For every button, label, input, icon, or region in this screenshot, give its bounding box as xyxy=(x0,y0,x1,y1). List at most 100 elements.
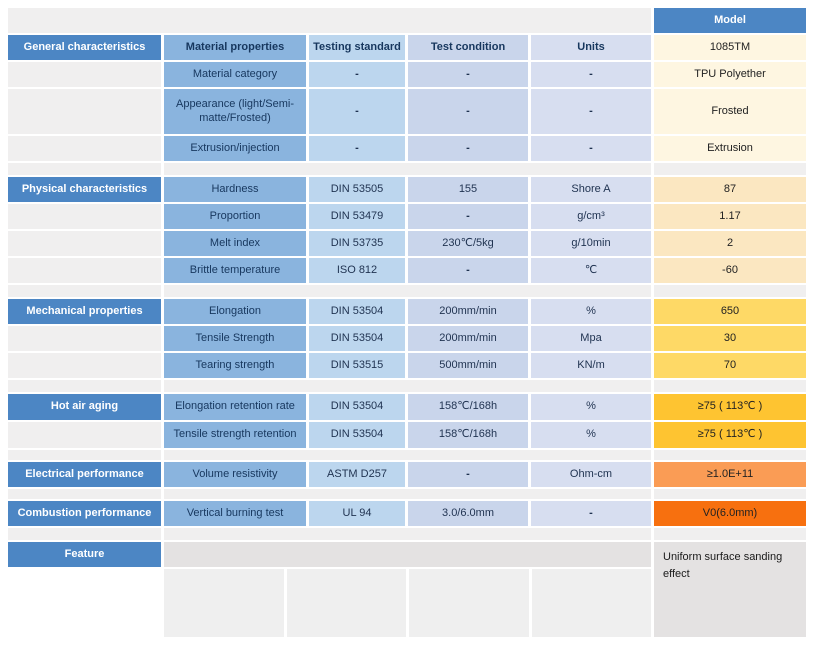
cell-standard: DIN 53479 xyxy=(309,204,405,229)
cell-property: Hardness xyxy=(164,177,306,202)
gap-cell xyxy=(8,163,161,175)
gap-cell xyxy=(8,528,161,540)
cell-standard: DIN 53735 xyxy=(309,231,405,256)
cell-category-empty xyxy=(8,326,161,351)
gap-cell xyxy=(654,380,806,392)
cell-standard: DIN 53504 xyxy=(309,394,405,420)
gap-cell xyxy=(8,489,161,499)
cell-condition: 500mm/min xyxy=(408,353,528,378)
cell-property: Brittle temperature xyxy=(164,258,306,283)
cell-standard: - xyxy=(309,136,405,161)
table-body: Material category - - - TPU Polyether Appeara… xyxy=(8,62,815,540)
cell-units: - xyxy=(531,136,651,161)
cell-units: KN/m xyxy=(531,353,651,378)
cell-condition: 158℃/168h xyxy=(408,422,528,448)
feature-label-column: Feature xyxy=(8,542,161,637)
section-gap-row xyxy=(8,489,815,499)
cell-standard: UL 94 xyxy=(309,501,405,526)
cell-units: ℃ xyxy=(531,258,651,283)
cell-category-empty xyxy=(8,422,161,448)
cell-units: % xyxy=(531,422,651,448)
table-row: Proportion DIN 53479- g/cm³ 1.17 xyxy=(8,204,815,229)
cell-category-empty xyxy=(8,62,161,87)
cell-condition: 200mm/min xyxy=(408,326,528,351)
cell-property: Tearing strength xyxy=(164,353,306,378)
cell-condition: 200mm/min xyxy=(408,299,528,324)
cell-model-value: 650 xyxy=(654,299,806,324)
feature-gray-strip xyxy=(164,542,651,567)
cell-condition: 230℃/5kg xyxy=(408,231,528,256)
feature-area: Feature Uniform surface sanding effect xyxy=(8,542,815,637)
cell-condition: 155 xyxy=(408,177,528,202)
cell-standard: DIN 53504 xyxy=(309,326,405,351)
cell-category-empty xyxy=(8,353,161,378)
gap-cell xyxy=(164,285,651,297)
gap-cell xyxy=(654,489,806,499)
gap-cell xyxy=(8,450,161,460)
cell-units: Ohm-cm xyxy=(531,462,651,487)
cell-model-value: Frosted xyxy=(654,89,806,134)
category-electrical: Electrical performance xyxy=(8,462,161,487)
cell-condition: 158℃/168h xyxy=(408,394,528,420)
cell-standard: ASTM D257 xyxy=(309,462,405,487)
cell-standard: DIN 53515 xyxy=(309,353,405,378)
table-row: Physical characteristics Hardness DIN 5350… xyxy=(8,177,815,202)
table-row: Tensile Strength DIN 53504 200mm/min Mpa 30 xyxy=(8,326,815,351)
cell-model-value: 87 xyxy=(654,177,806,202)
category-mechanical: Mechanical properties xyxy=(8,299,161,324)
cell-category-empty xyxy=(8,204,161,229)
cell-model-value: ≥75 ( 113℃ ) xyxy=(654,422,806,448)
cell-model-value: Extrusion xyxy=(654,136,806,161)
empty-block xyxy=(164,569,284,637)
cell-category-empty xyxy=(8,89,161,134)
cell-property: Vertical burning test xyxy=(164,501,306,526)
table-row: Mechanical properties Elongation DIN 53504… xyxy=(8,299,815,324)
category-combustion: Combustion performance xyxy=(8,501,161,526)
section-gap-row xyxy=(8,450,815,460)
table-row: Tensile strength retention DIN 53504 158℃/… xyxy=(8,422,815,448)
table-row: Extrusion/injection - - - Extrusion xyxy=(8,136,815,161)
empty-block xyxy=(532,569,651,637)
cell-units: Mpa xyxy=(531,326,651,351)
cell-units: - xyxy=(531,62,651,87)
cell-model-value: ≥75 ( 113℃ ) xyxy=(654,394,806,420)
cell-property: Tensile Strength xyxy=(164,326,306,351)
gap-cell xyxy=(8,380,161,392)
cell-model-value: ≥1.0E+11 xyxy=(654,462,806,487)
model-value-1085tm: 1085TM xyxy=(654,35,806,60)
gap-cell xyxy=(654,528,806,540)
cell-units: - xyxy=(531,501,651,526)
gap-cell xyxy=(164,450,651,460)
cell-category-empty xyxy=(8,231,161,256)
cell-condition: - xyxy=(408,62,528,87)
gap-cell xyxy=(164,163,651,175)
cell-category-empty xyxy=(8,136,161,161)
cell-condition: - xyxy=(408,204,528,229)
cell-condition: - xyxy=(408,462,528,487)
section-gap-row xyxy=(8,163,815,175)
model-header: Model xyxy=(654,8,806,33)
table-row: Hot air aging Elongation retention rate DI… xyxy=(8,394,815,420)
cell-model-value: -60 xyxy=(654,258,806,283)
cell-condition: - xyxy=(408,258,528,283)
cell-standard: DIN 53504 xyxy=(309,299,405,324)
gap-cell xyxy=(8,285,161,297)
gap-cell xyxy=(654,450,806,460)
cell-model-value: V0(6.0mm) xyxy=(654,501,806,526)
cell-units: g/cm³ xyxy=(531,204,651,229)
section-gap-row xyxy=(8,285,815,297)
empty-block xyxy=(287,569,406,637)
table-row: Melt index DIN 53735 230℃/5kg g/10min 2 xyxy=(8,231,815,256)
table-row: Appearance (light/Semi-matte/Frosted) - - -… xyxy=(8,89,815,134)
column-header-testing-standard: Testing standard xyxy=(309,35,405,60)
cell-standard: DIN 53504 xyxy=(309,422,405,448)
gap-cell xyxy=(654,285,806,297)
cell-units: - xyxy=(531,89,651,134)
cell-property: Proportion xyxy=(164,204,306,229)
cell-standard: - xyxy=(309,62,405,87)
cell-condition: - xyxy=(408,89,528,134)
bottom-empty-blocks xyxy=(164,569,651,637)
cell-model-value: 1.17 xyxy=(654,204,806,229)
cell-model-value: 30 xyxy=(654,326,806,351)
cell-units: % xyxy=(531,299,651,324)
